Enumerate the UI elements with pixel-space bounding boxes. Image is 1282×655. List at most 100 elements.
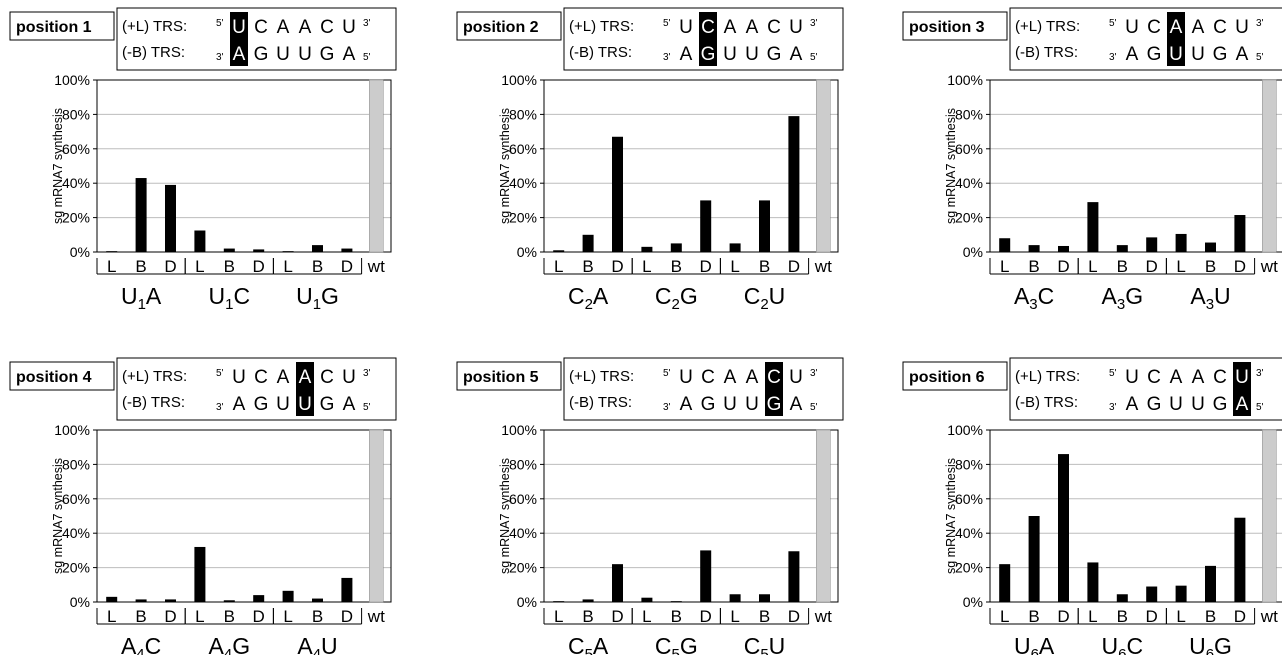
bar [223, 600, 235, 602]
group-label-tail: A [146, 283, 162, 309]
x-category-label: L [554, 257, 563, 276]
y-tick-label: 40% [955, 525, 983, 541]
group-label-base: A [297, 633, 313, 655]
highlight-block [296, 362, 314, 416]
trs-minus-nucleotide: A [1126, 44, 1139, 65]
x-category-label: wt [367, 607, 385, 626]
trs-plus-nucleotide: U [342, 17, 356, 38]
group-label-tail: U [769, 283, 786, 309]
trs-plus-label: (+L) TRS: [122, 18, 187, 35]
y-tick-label: 0% [963, 594, 983, 610]
trs-minus-nucleotide: U [298, 394, 312, 415]
trs-minus-nucleotide: G [1147, 394, 1162, 415]
trs-plus-5prime: 5' [216, 18, 224, 29]
bar [165, 599, 176, 602]
bar [106, 251, 118, 252]
bar [1058, 454, 1069, 602]
x-category-label: L [1088, 257, 1097, 276]
trs-plus-nucleotide: A [1170, 17, 1183, 38]
bar [282, 590, 294, 602]
group-label: A3G [1102, 283, 1144, 313]
bar-wt [369, 429, 384, 603]
trs-minus-label: (-B) TRS: [1015, 394, 1078, 411]
bar [1116, 245, 1128, 252]
bar-wt [1262, 429, 1277, 603]
trs-minus-nucleotide: U [745, 394, 759, 415]
trs-plus-label: (+L) TRS: [569, 368, 634, 385]
trs-plus-label: (+L) TRS: [569, 18, 634, 35]
y-tick-label: 40% [955, 175, 983, 191]
trs-minus-nucleotide: U [745, 44, 759, 65]
position-label: position 1 [16, 19, 92, 36]
trs-minus-nucleotide: A [233, 394, 246, 415]
trs-minus-5prime: 5' [363, 402, 371, 413]
group-label-base: C [655, 283, 672, 309]
trs-minus-nucleotide: U [276, 394, 290, 415]
group-label: U1A [121, 283, 162, 313]
y-axis-title: sg mRNA7 synthesis [498, 458, 512, 574]
group-label-base: C [568, 633, 585, 655]
highlight-block [765, 362, 783, 416]
bar [788, 116, 800, 253]
position-label-box [456, 11, 562, 41]
trs-plus-nucleotide: C [767, 367, 781, 388]
y-tick-label: 60% [509, 141, 537, 157]
x-category-label: D [164, 607, 176, 626]
trs-plus-nucleotide: A [277, 367, 290, 388]
bar [194, 546, 206, 602]
plot-frame [543, 79, 839, 253]
trs-plus-nucleotide: C [701, 367, 715, 388]
x-category-label: B [1205, 607, 1216, 626]
group-label: U6G [1189, 633, 1232, 655]
group-label-subscript: 1 [138, 296, 146, 313]
bar [282, 251, 294, 252]
y-tick-label: 20% [509, 560, 537, 576]
bar [641, 246, 653, 252]
position-label-box [902, 11, 1008, 41]
trs-sequence-box [116, 357, 397, 421]
group-label-tail: A [593, 283, 609, 309]
x-category-label: L [283, 607, 292, 626]
x-category-label: B [759, 257, 770, 276]
plot-frame [96, 79, 392, 253]
x-category-label: D [164, 257, 176, 276]
trs-minus-label: (-B) TRS: [569, 44, 632, 61]
trs-plus-nucleotide: A [299, 17, 312, 38]
group-label-tail: C [1126, 633, 1143, 655]
trs-minus-nucleotide: A [680, 44, 693, 65]
y-tick-label: 60% [62, 491, 90, 507]
trs-plus-3prime: 3' [1256, 18, 1264, 29]
highlight-block [699, 12, 717, 66]
trs-plus-nucleotide: C [254, 17, 268, 38]
trs-plus-nucleotide: C [320, 367, 334, 388]
x-category-label: B [1205, 257, 1216, 276]
plot-frame [989, 79, 1282, 253]
y-axis-title: sg mRNA7 synthesis [51, 108, 65, 224]
group-label-tail: C [233, 283, 250, 309]
bar [1028, 245, 1040, 252]
bar [165, 184, 176, 252]
bar [1058, 245, 1069, 252]
trs-plus-3prime: 3' [1256, 368, 1264, 379]
y-tick-label: 20% [62, 560, 90, 576]
bar [999, 564, 1011, 602]
bar-wt [816, 429, 831, 603]
y-tick-label: 80% [509, 456, 537, 472]
chart-panel-4: position 4 (+L) TRS:(-B) TRS:5'3'UACGAUAU… [9, 357, 397, 655]
trs-sequence-box [116, 7, 397, 71]
trs-minus-nucleotide: G [320, 44, 335, 65]
x-category-label: B [1028, 257, 1039, 276]
x-category-label: L [1000, 257, 1009, 276]
bar [612, 564, 623, 602]
x-category-label: B [582, 607, 593, 626]
trs-minus-3prime: 3' [663, 52, 671, 63]
bar [582, 234, 594, 252]
trs-plus-nucleotide: U [1235, 17, 1249, 38]
x-category-label: B [1028, 607, 1039, 626]
y-tick-label: 80% [955, 106, 983, 122]
group-label: A3U [1190, 283, 1230, 313]
group-label-subscript: 4 [136, 646, 144, 655]
x-category-label: L [1176, 257, 1185, 276]
group-label: U6A [1014, 633, 1055, 655]
group-label-subscript: 1 [313, 296, 321, 313]
